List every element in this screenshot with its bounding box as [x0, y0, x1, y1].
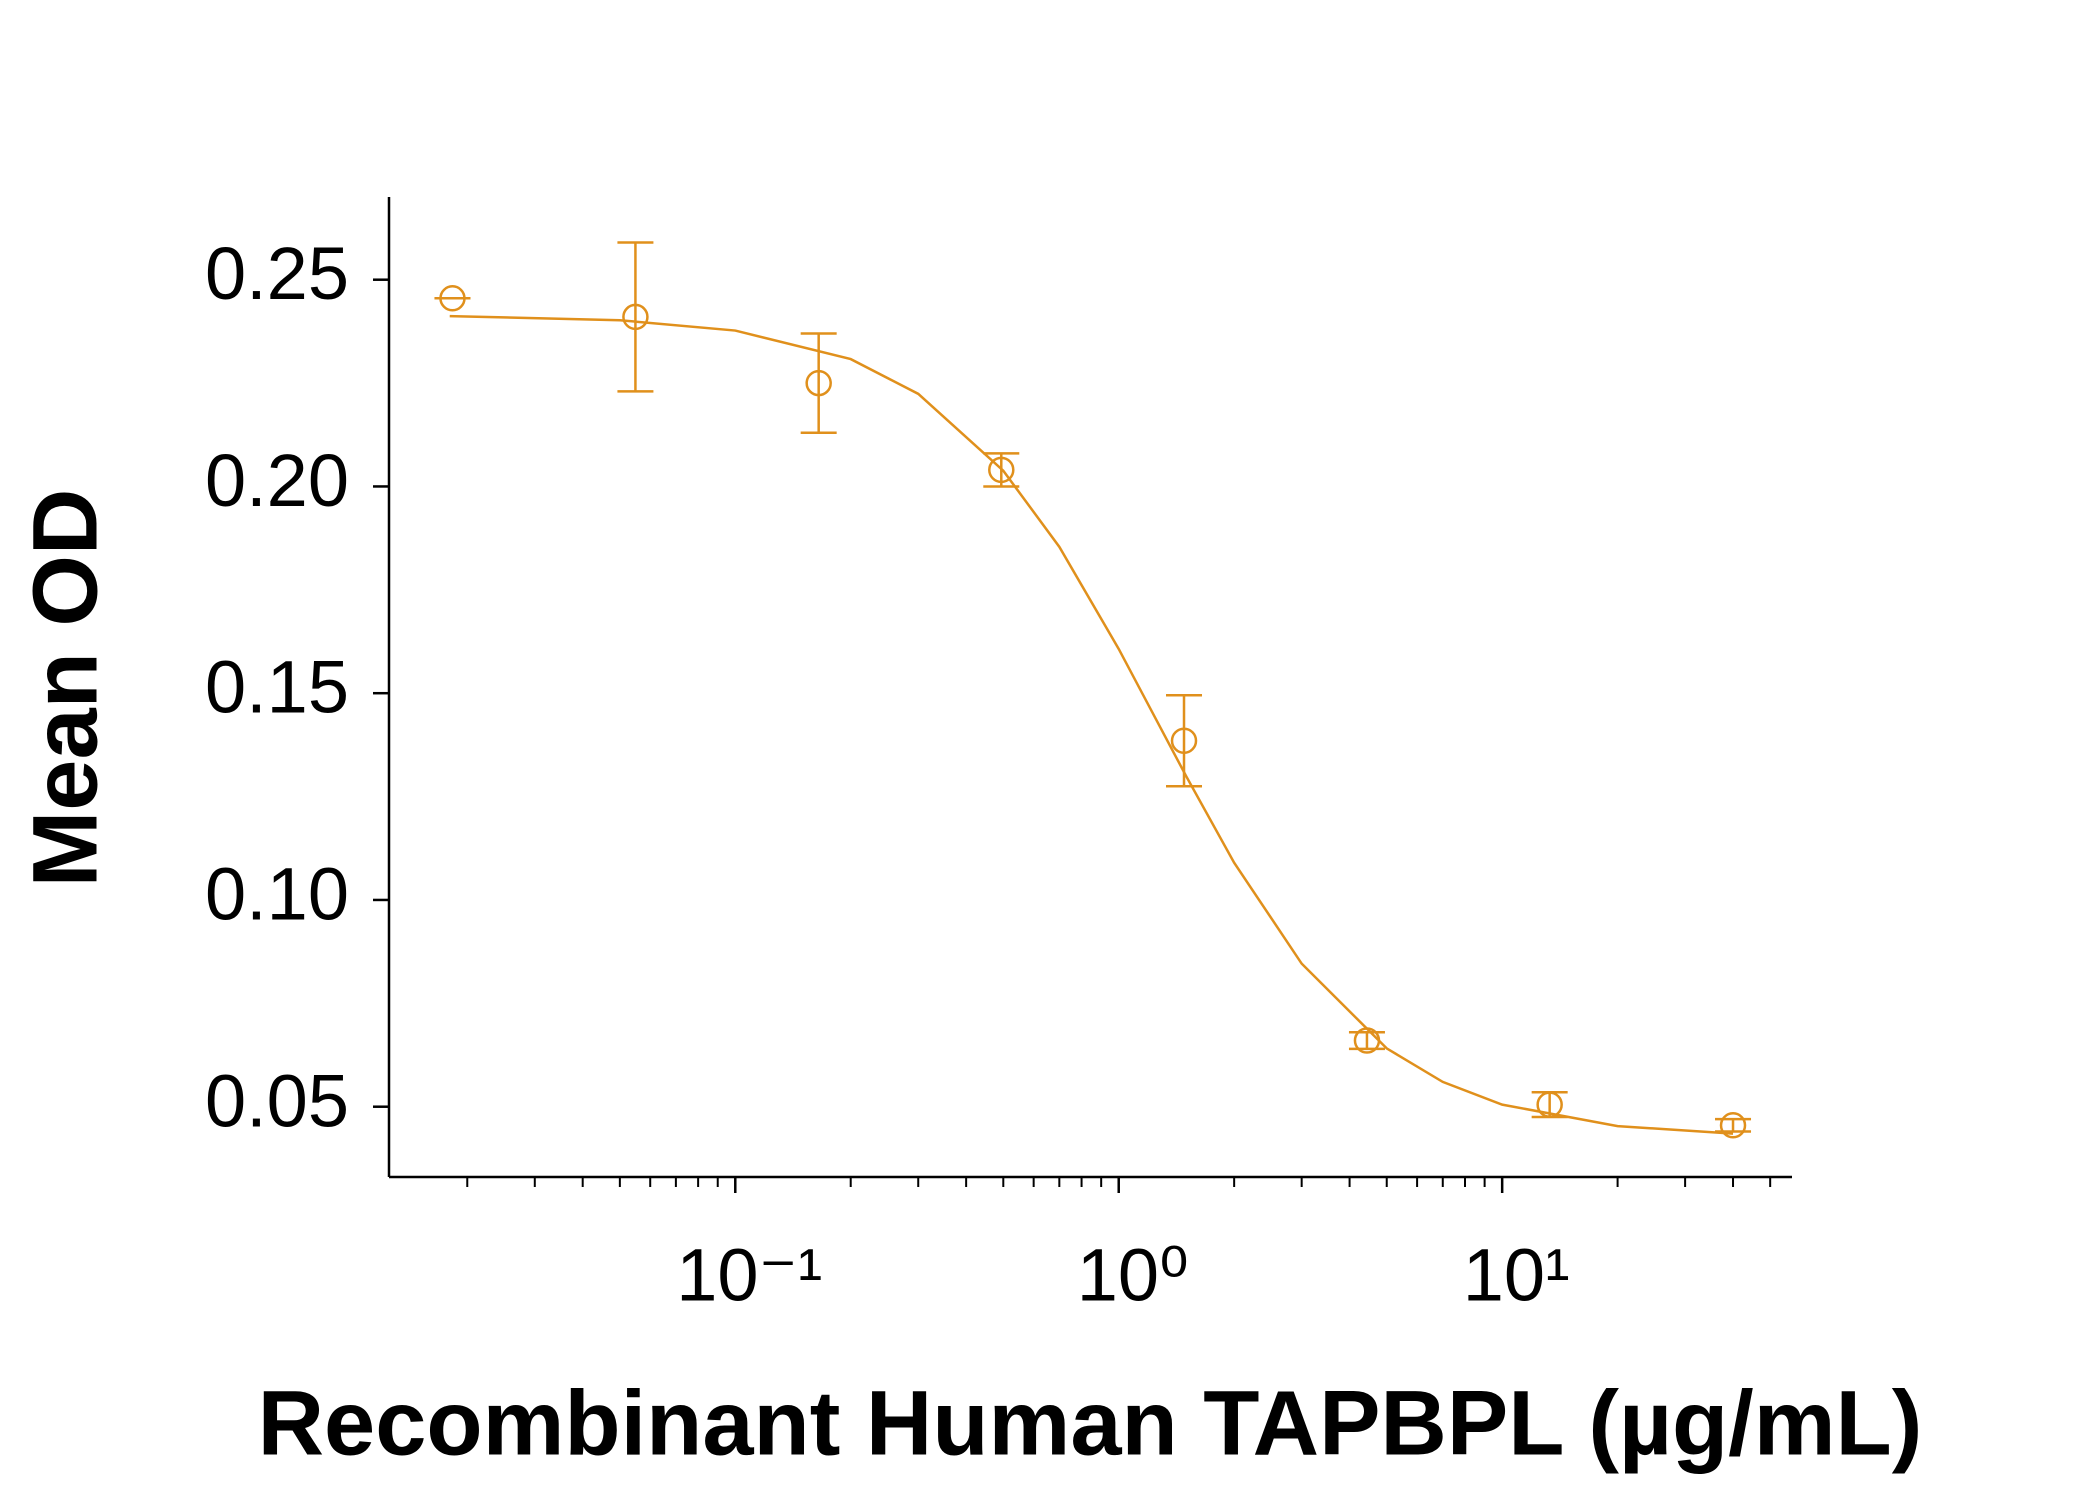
error-bar: [1715, 1117, 1752, 1133]
y-tick-label: 0.15: [205, 646, 349, 729]
y-axis-title: Mean OD: [14, 489, 116, 888]
point: [988, 456, 1015, 484]
x-tick-label: 10⁻¹: [676, 1234, 822, 1317]
x-axis-title: Recombinant Human TAPBPL (µg/mL): [258, 1372, 1923, 1474]
point: [1170, 727, 1198, 755]
x-tick-label: 10¹: [1463, 1234, 1570, 1317]
point: [805, 369, 832, 397]
y-tick-label: 0.10: [205, 853, 349, 936]
fit-curve: [449, 314, 1734, 1135]
point: [439, 285, 466, 312]
point: [1536, 1091, 1563, 1118]
error-bar: [617, 241, 654, 393]
y-tick-label: 0.20: [205, 439, 349, 522]
y-tick-label: 0.25: [205, 232, 349, 315]
error-bar: [1348, 1031, 1385, 1051]
y-tick-label: 0.05: [205, 1059, 349, 1142]
point: [1719, 1112, 1747, 1139]
point: [622, 303, 649, 331]
x-tick-label: 10⁰: [1077, 1234, 1189, 1317]
